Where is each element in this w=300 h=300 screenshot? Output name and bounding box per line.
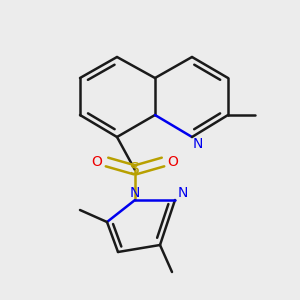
Text: O: O (168, 155, 178, 169)
Text: N: N (130, 186, 140, 200)
Text: N: N (193, 137, 203, 151)
Text: N: N (178, 186, 188, 200)
Text: S: S (130, 163, 140, 178)
Text: O: O (92, 155, 102, 169)
